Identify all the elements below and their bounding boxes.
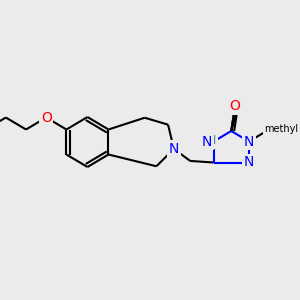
Text: N: N [244,155,254,170]
Text: O: O [41,110,52,124]
Text: O: O [229,99,240,113]
Text: N: N [169,142,179,156]
Text: N: N [244,134,254,148]
Text: methyl: methyl [264,124,298,134]
Text: N: N [202,134,212,148]
Text: H: H [207,134,216,147]
